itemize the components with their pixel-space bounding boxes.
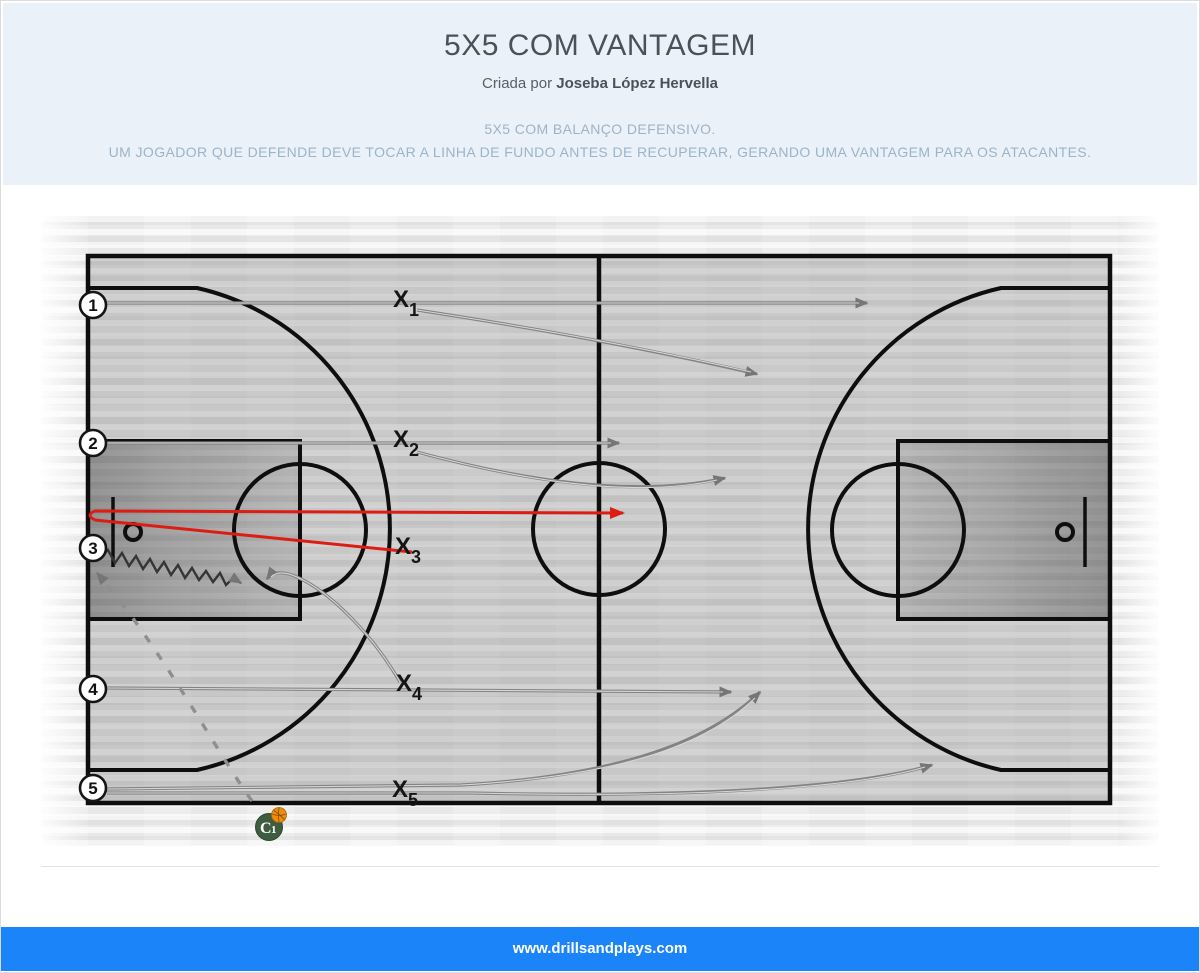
author-prefix: Criada por bbox=[482, 75, 557, 92]
defender-x4-closeout-core bbox=[270, 572, 401, 683]
pass-arrow-red bbox=[88, 506, 625, 522]
footer-url[interactable]: www.drillsandplays.com bbox=[512, 940, 688, 957]
player-marker-1: 1 bbox=[78, 290, 108, 320]
defender-x1-recovery-core bbox=[416, 309, 752, 373]
defender-label-x5: X5 bbox=[392, 776, 418, 810]
left-free-throw-circle bbox=[232, 462, 368, 598]
header-panel: 5X5 COM VANTAGEM Criada por Joseba López… bbox=[3, 3, 1197, 185]
player-markers: 1 2 3 4 5 bbox=[78, 290, 108, 803]
player-marker-4: 4 bbox=[78, 674, 108, 704]
defender-label-x2: X2 bbox=[393, 426, 419, 460]
player-marker-3: 3 bbox=[78, 533, 108, 563]
left-key-outline bbox=[86, 439, 302, 621]
content-divider bbox=[41, 866, 1159, 867]
author-name: Joseba López Hervella bbox=[556, 75, 718, 92]
pass-line-to-x3-red bbox=[94, 518, 413, 554]
right-key-fill bbox=[898, 441, 1110, 619]
court-diagram-svg: X1 X2 X3 X4 X5 1 2 3 4 5 C 1 bbox=[78, 253, 1113, 841]
baseline-touch-dashed-path bbox=[95, 571, 254, 802]
defender-label-x1: X1 bbox=[393, 286, 419, 320]
player4-cut-arrow-core bbox=[106, 687, 724, 693]
player-marker-5: 5 bbox=[78, 773, 108, 803]
defender-labels: X1 X2 X3 X4 X5 bbox=[392, 286, 422, 810]
defender-label-x3: X3 bbox=[395, 533, 421, 567]
svg-text:1: 1 bbox=[88, 296, 97, 315]
pass-lines-red bbox=[88, 506, 625, 554]
defender-label-x4: X4 bbox=[396, 670, 422, 704]
description-line-1: 5X5 COM BALANÇO DEFENSIVO. bbox=[484, 121, 716, 137]
logo-letter-c: C bbox=[260, 820, 272, 837]
movement-arrows bbox=[106, 297, 934, 796]
author-line: Criada por Joseba López Hervella bbox=[3, 75, 1197, 92]
right-free-throw-circle bbox=[830, 462, 966, 598]
club-logo: C 1 bbox=[255, 807, 287, 841]
player5-deep-cut-core bbox=[106, 697, 756, 790]
svg-text:5: 5 bbox=[88, 779, 97, 798]
right-key-outline bbox=[896, 439, 1112, 621]
svg-text:3: 3 bbox=[88, 539, 97, 558]
svg-text:4: 4 bbox=[88, 680, 98, 699]
court-markings bbox=[85, 253, 1113, 806]
player5-baseline-cut-core bbox=[107, 766, 926, 795]
description-line-2: UM JOGADOR QUE DEFENDE DEVE TOCAR A LINH… bbox=[108, 144, 1092, 160]
left-three-point-line bbox=[88, 286, 392, 772]
defender-x2-recovery-core bbox=[416, 451, 718, 489]
drill-description: 5X5 COM BALANÇO DEFENSIVO. UM JOGADOR QU… bbox=[3, 118, 1197, 164]
footer-bar: www.drillsandplays.com bbox=[0, 927, 1200, 971]
page-title: 5X5 COM VANTAGEM bbox=[444, 29, 756, 62]
logo-digit-1: 1 bbox=[271, 824, 277, 836]
svg-text:2: 2 bbox=[88, 434, 97, 453]
right-rim bbox=[1055, 522, 1075, 542]
court-card: X1 X2 X3 X4 X5 1 2 3 4 5 C 1 bbox=[41, 216, 1159, 846]
center-circle bbox=[531, 461, 667, 597]
player-marker-2: 2 bbox=[78, 428, 108, 458]
logo-basketball-icon bbox=[271, 807, 287, 823]
right-three-point-line bbox=[806, 286, 1110, 772]
player3-dribble-zigzag bbox=[99, 548, 243, 588]
